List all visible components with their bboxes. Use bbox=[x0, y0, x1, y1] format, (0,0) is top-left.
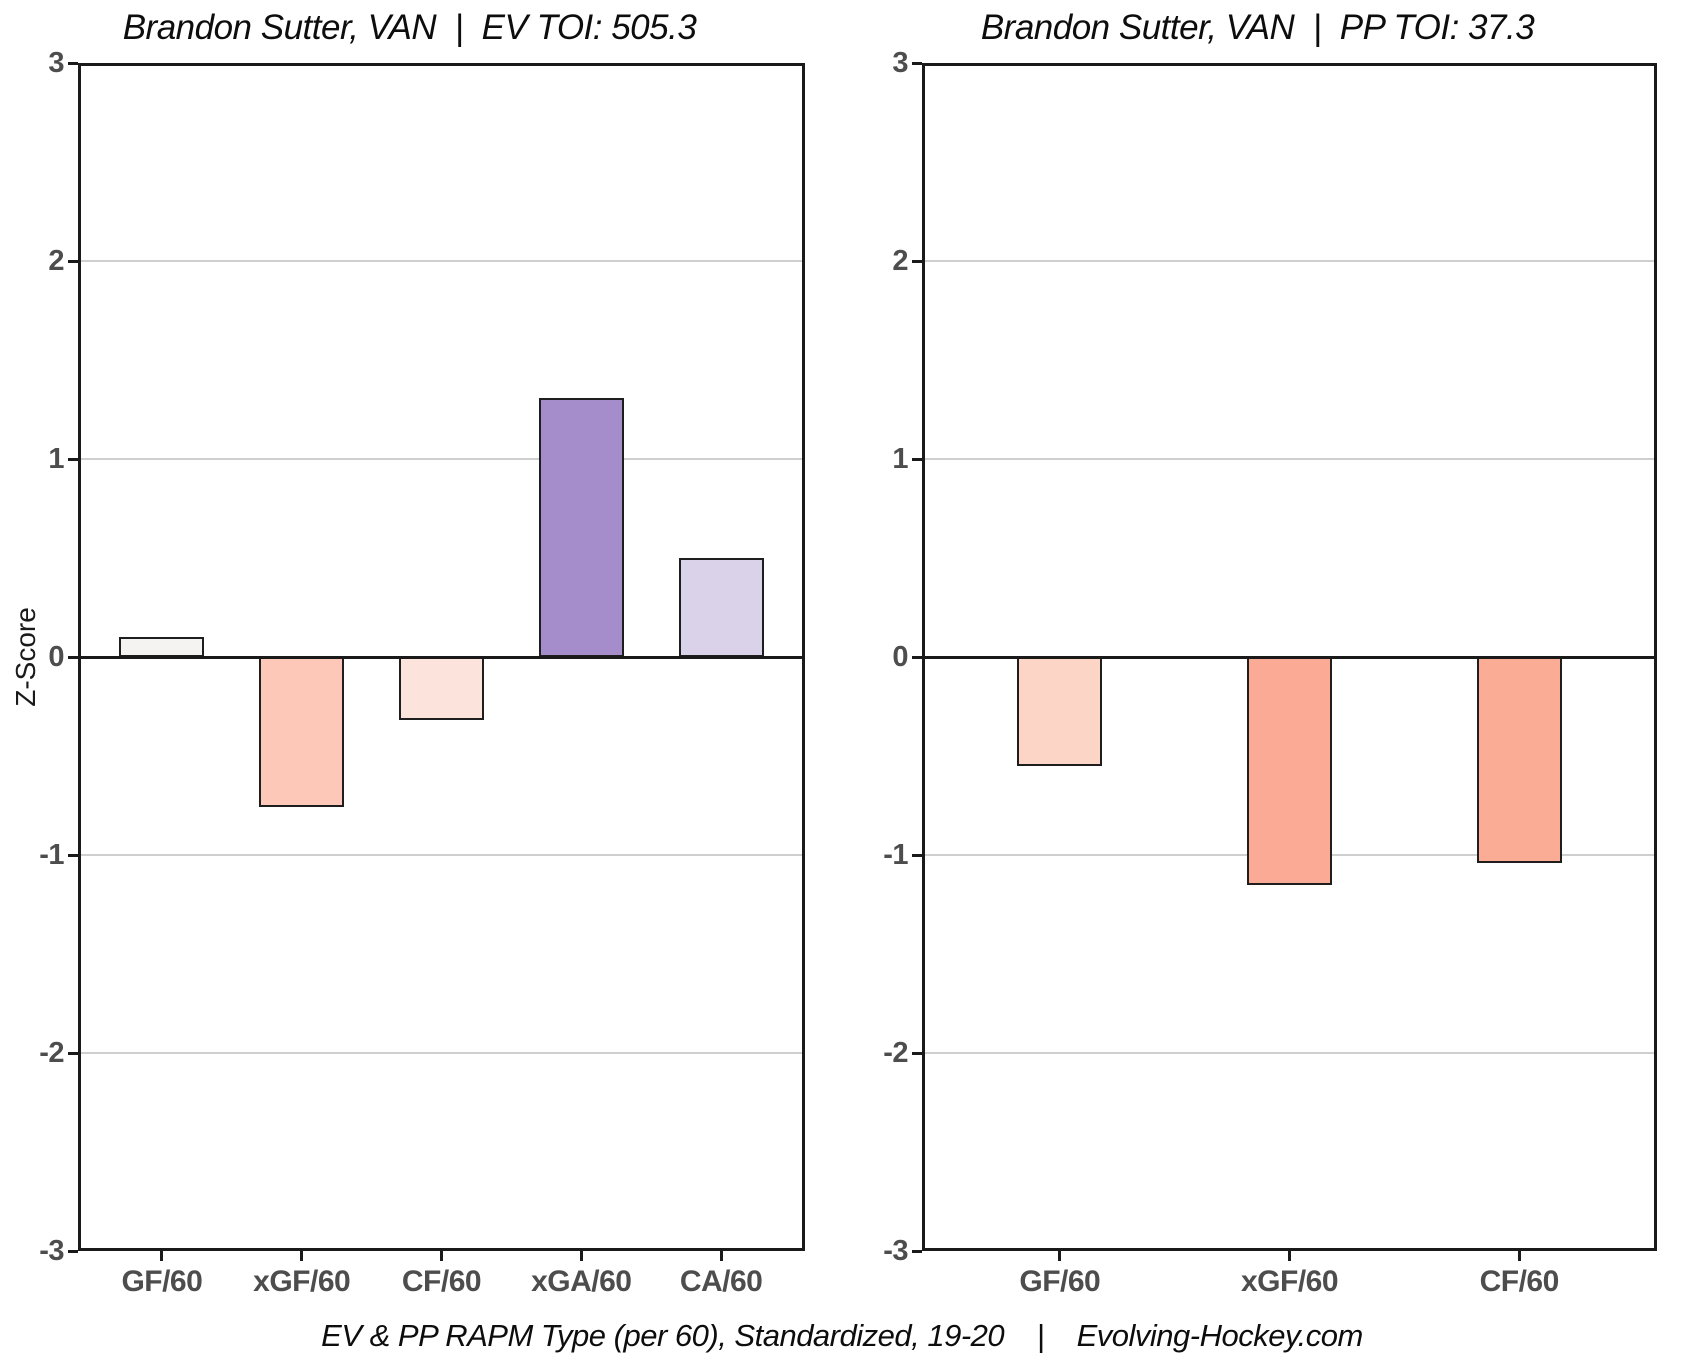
x-tick-mark bbox=[440, 1251, 443, 1261]
y-tick-mark bbox=[68, 1249, 78, 1253]
y-tick-mark bbox=[912, 655, 922, 659]
pp-chart-title: Brandon Sutter, VAN | PP TOI: 37.3 bbox=[980, 8, 1535, 47]
x-tick-mark bbox=[579, 1251, 583, 1261]
y-tick-mark bbox=[68, 655, 78, 659]
gridline bbox=[78, 1052, 805, 1054]
footer-caption: EV & PP RAPM Type (per 60), Standardized… bbox=[321, 1318, 1363, 1353]
bar-xgf60 bbox=[259, 657, 345, 808]
ev-chart-title: Brandon Sutter, VAN | EV TOI: 505.3 bbox=[122, 8, 697, 47]
y-tick-label: 0 bbox=[892, 641, 908, 673]
x-tick-mark bbox=[300, 1251, 304, 1261]
y-tick-mark bbox=[912, 853, 922, 857]
y-tick-label: 1 bbox=[892, 443, 908, 475]
gridline bbox=[78, 854, 805, 856]
y-tick-label: 3 bbox=[48, 47, 64, 79]
y-tick-label: -2 bbox=[883, 1037, 908, 1069]
x-tick-label: xGF/60 bbox=[1240, 1265, 1339, 1298]
y-tick-mark bbox=[68, 1051, 78, 1055]
y-tick-label: -1 bbox=[39, 839, 64, 871]
x-tick-mark bbox=[1288, 1251, 1291, 1261]
x-tick-label: GF/60 bbox=[121, 1265, 203, 1298]
y-tick-label: 1 bbox=[48, 443, 64, 475]
y-tick-label: -1 bbox=[883, 839, 908, 871]
bar-xgf60 bbox=[1247, 657, 1332, 885]
y-tick-label: -3 bbox=[883, 1235, 908, 1267]
gridline bbox=[78, 260, 805, 262]
y-tick-mark bbox=[68, 457, 78, 461]
x-tick-label: CF/60 bbox=[1479, 1265, 1560, 1298]
x-tick-label: xGF/60 bbox=[253, 1265, 351, 1298]
y-tick-label: -2 bbox=[39, 1037, 64, 1069]
y-tick-label: -3 bbox=[39, 1235, 64, 1267]
x-tick-label: GF/60 bbox=[1019, 1265, 1101, 1298]
zero-line bbox=[78, 655, 805, 659]
gridline bbox=[922, 260, 1657, 262]
zero-line bbox=[922, 655, 1657, 659]
bar-cf60 bbox=[399, 657, 484, 721]
bar-gf60 bbox=[1017, 657, 1103, 766]
x-tick-mark bbox=[1058, 1251, 1062, 1261]
x-tick-mark bbox=[719, 1251, 723, 1261]
y-tick-label: 2 bbox=[48, 245, 64, 277]
y-tick-mark bbox=[912, 457, 922, 461]
y-tick-mark bbox=[68, 259, 78, 263]
x-tick-mark bbox=[1517, 1251, 1521, 1261]
gridline bbox=[78, 458, 805, 460]
x-tick-label: xGA/60 bbox=[531, 1265, 632, 1298]
x-tick-label: CF/60 bbox=[401, 1265, 482, 1298]
y-tick-mark bbox=[68, 853, 78, 857]
x-tick-label: CA/60 bbox=[679, 1265, 763, 1298]
y-tick-label: 2 bbox=[892, 245, 908, 277]
y-tick-mark bbox=[912, 1249, 922, 1253]
y-tick-mark bbox=[912, 61, 922, 65]
gridline bbox=[922, 1052, 1657, 1054]
y-tick-label: 3 bbox=[892, 47, 908, 79]
y-tick-label: 0 bbox=[48, 641, 64, 673]
gridline bbox=[922, 458, 1657, 460]
y-tick-mark bbox=[68, 61, 78, 65]
y-tick-mark bbox=[912, 1051, 922, 1055]
plot-area bbox=[78, 63, 805, 1251]
bar-xga60 bbox=[538, 397, 624, 657]
bar-ca60 bbox=[678, 558, 764, 657]
plot-area bbox=[922, 63, 1657, 1251]
x-tick-mark bbox=[160, 1251, 164, 1261]
bar-cf60 bbox=[1476, 657, 1562, 863]
y-tick-mark bbox=[912, 259, 922, 263]
bar-gf60 bbox=[119, 637, 205, 657]
